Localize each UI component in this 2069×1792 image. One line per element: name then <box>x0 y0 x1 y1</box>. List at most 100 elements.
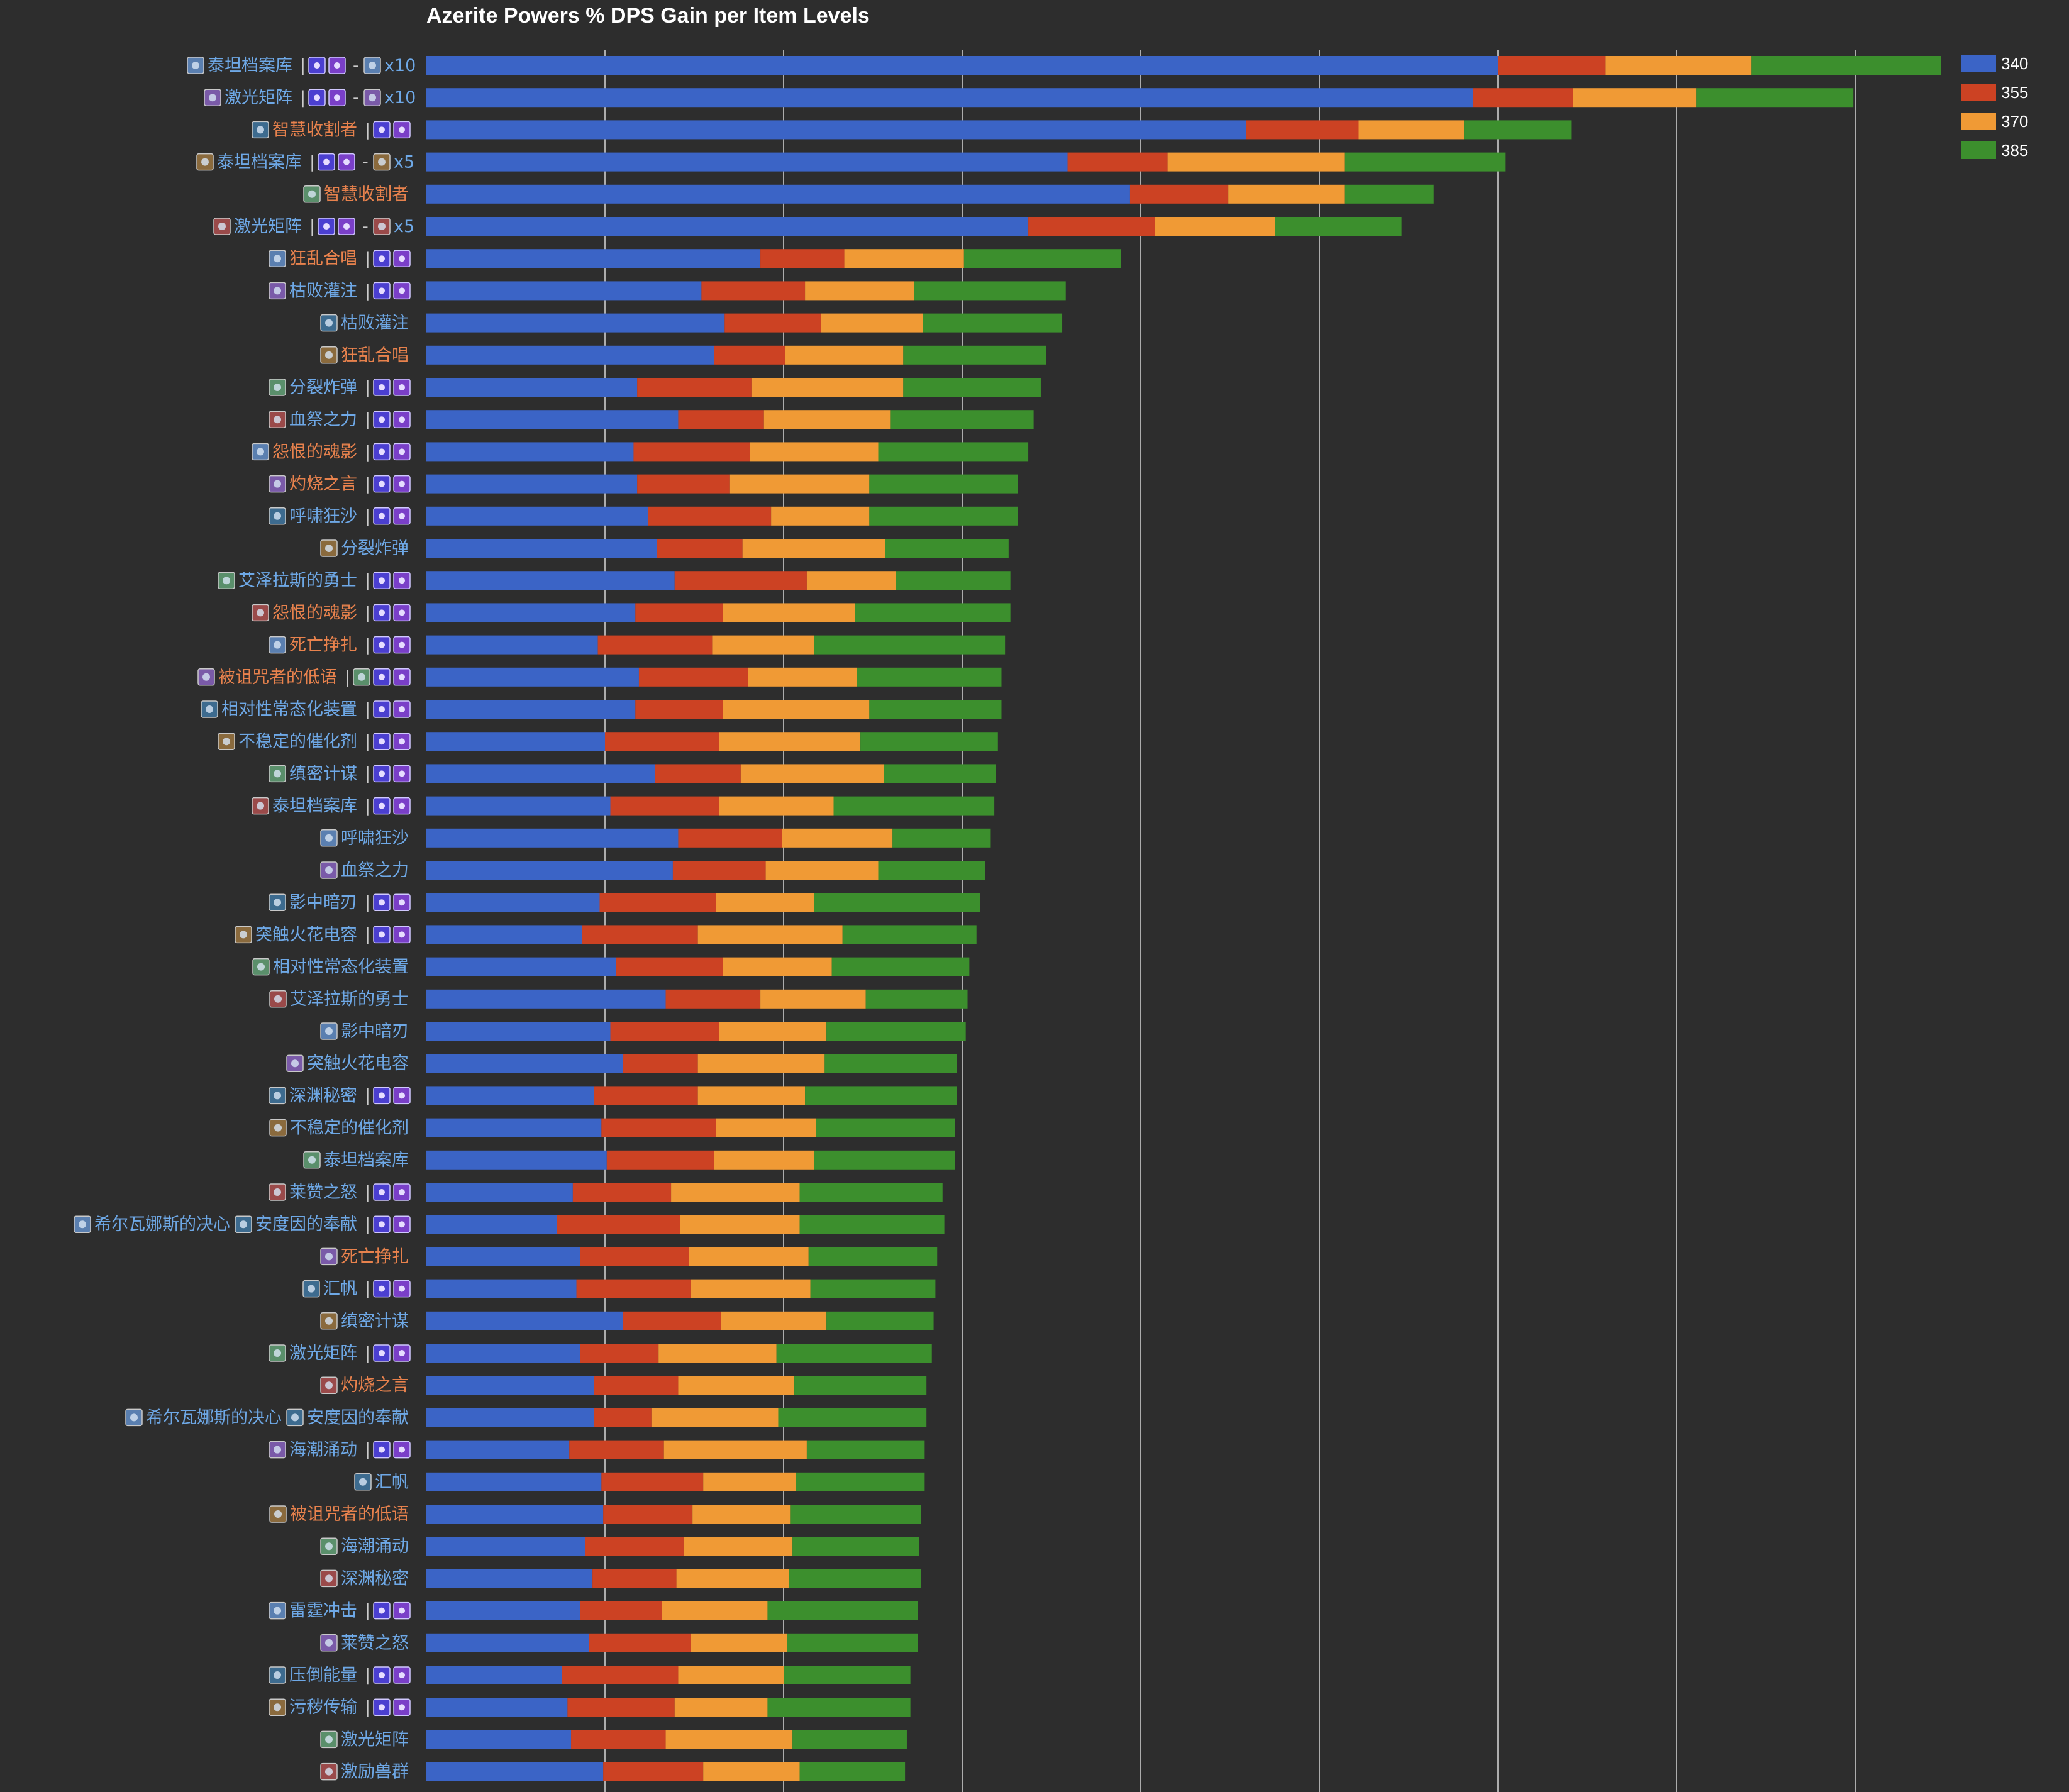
bar-340[interactable] <box>426 732 605 751</box>
bar-385[interactable] <box>1344 184 1434 204</box>
bar-370[interactable] <box>1605 56 1752 75</box>
bar-370[interactable] <box>683 1537 793 1556</box>
bar-355[interactable] <box>657 539 743 558</box>
bar-355[interactable] <box>594 1376 679 1395</box>
bar-370[interactable] <box>740 764 884 783</box>
bar-355[interactable] <box>1129 184 1229 204</box>
bar-355[interactable] <box>580 1247 689 1266</box>
bar-340[interactable] <box>426 442 634 462</box>
bar-355[interactable] <box>597 635 713 655</box>
bar-385[interactable] <box>890 410 1034 429</box>
bar-370[interactable] <box>760 989 866 1009</box>
bar-385[interactable] <box>1344 152 1506 172</box>
bar-385[interactable] <box>923 313 1063 333</box>
bar-370[interactable] <box>691 1279 811 1298</box>
bar-370[interactable] <box>671 1183 800 1202</box>
bar-385[interactable] <box>885 539 1009 558</box>
bar-355[interactable] <box>589 1633 691 1652</box>
bar-385[interactable] <box>799 1215 945 1234</box>
bar-340[interactable] <box>426 1183 573 1202</box>
bar-340[interactable] <box>426 474 638 494</box>
bar-340[interactable] <box>426 700 636 719</box>
bar-340[interactable] <box>426 925 582 944</box>
bar-370[interactable] <box>714 1150 814 1170</box>
bar-370[interactable] <box>721 1311 827 1330</box>
bar-370[interactable] <box>844 249 964 268</box>
bar-370[interactable] <box>674 1698 768 1717</box>
bar-385[interactable] <box>833 796 995 816</box>
bar-370[interactable] <box>716 1118 816 1137</box>
bar-385[interactable] <box>869 506 1018 526</box>
bar-385[interactable] <box>814 1150 955 1170</box>
bar-355[interactable] <box>576 1279 691 1298</box>
bar-355[interactable] <box>655 764 741 783</box>
bar-385[interactable] <box>792 1537 919 1556</box>
bar-355[interactable] <box>557 1215 680 1234</box>
bar-385[interactable] <box>799 1183 943 1202</box>
bar-355[interactable] <box>714 345 785 365</box>
bar-355[interactable] <box>623 1311 721 1330</box>
bar-385[interactable] <box>857 667 1002 687</box>
bar-355[interactable] <box>610 796 719 816</box>
bar-370[interactable] <box>1358 120 1465 140</box>
bar-370[interactable] <box>723 957 832 976</box>
bar-385[interactable] <box>903 378 1041 397</box>
bar-370[interactable] <box>691 1633 787 1652</box>
bar-340[interactable] <box>426 1666 562 1684</box>
bar-370[interactable] <box>742 539 885 558</box>
bar-385[interactable] <box>790 1505 921 1524</box>
bar-385[interactable] <box>824 1054 957 1073</box>
bar-370[interactable] <box>678 1376 795 1395</box>
bar-355[interactable] <box>638 667 748 687</box>
bar-385[interactable] <box>1751 56 1941 75</box>
bar-370[interactable] <box>821 313 923 333</box>
bar-340[interactable] <box>426 1054 623 1073</box>
bar-340[interactable] <box>426 828 679 848</box>
bar-385[interactable] <box>796 1472 925 1491</box>
bar-355[interactable] <box>1498 56 1606 75</box>
bar-340[interactable] <box>426 1698 568 1717</box>
bar-370[interactable] <box>750 442 879 462</box>
bar-340[interactable] <box>426 571 675 590</box>
bar-385[interactable] <box>1696 88 1854 108</box>
bar-355[interactable] <box>610 1022 719 1041</box>
bar-370[interactable] <box>723 603 855 622</box>
bar-370[interactable] <box>658 1344 777 1363</box>
bar-355[interactable] <box>572 1183 672 1202</box>
bar-385[interactable] <box>814 635 1006 655</box>
bar-370[interactable] <box>729 474 870 494</box>
legend-item-370[interactable]: 370 <box>1961 107 2028 136</box>
bar-340[interactable] <box>426 120 1246 140</box>
bar-385[interactable] <box>860 732 998 751</box>
bar-385[interactable] <box>787 1633 918 1652</box>
bar-355[interactable] <box>585 1537 684 1556</box>
bar-355[interactable] <box>594 1086 698 1105</box>
bar-385[interactable] <box>789 1569 921 1588</box>
bar-340[interactable] <box>426 410 679 429</box>
bar-355[interactable] <box>637 474 730 494</box>
bar-385[interactable] <box>805 1086 957 1105</box>
bar-355[interactable] <box>571 1730 666 1749</box>
bar-340[interactable] <box>426 184 1130 204</box>
bar-385[interactable] <box>808 1247 938 1266</box>
bar-385[interactable] <box>884 764 996 783</box>
bar-355[interactable] <box>674 571 807 590</box>
bar-370[interactable] <box>663 1440 807 1459</box>
bar-340[interactable] <box>426 313 725 333</box>
legend-item-340[interactable]: 340 <box>1961 49 2028 78</box>
bar-385[interactable] <box>1464 120 1572 140</box>
bar-355[interactable] <box>1246 120 1359 140</box>
bar-340[interactable] <box>426 539 657 558</box>
bar-370[interactable] <box>689 1247 809 1266</box>
bar-370[interactable] <box>703 1762 800 1781</box>
bar-355[interactable] <box>678 828 782 848</box>
bar-370[interactable] <box>785 345 904 365</box>
bar-340[interactable] <box>426 1279 577 1298</box>
bar-340[interactable] <box>426 1247 580 1266</box>
bar-370[interactable] <box>1228 184 1345 204</box>
bar-370[interactable] <box>1573 88 1697 108</box>
bar-340[interactable] <box>426 1311 623 1330</box>
bar-385[interactable] <box>914 281 1066 301</box>
bar-370[interactable] <box>751 378 904 397</box>
bar-355[interactable] <box>592 1569 677 1588</box>
